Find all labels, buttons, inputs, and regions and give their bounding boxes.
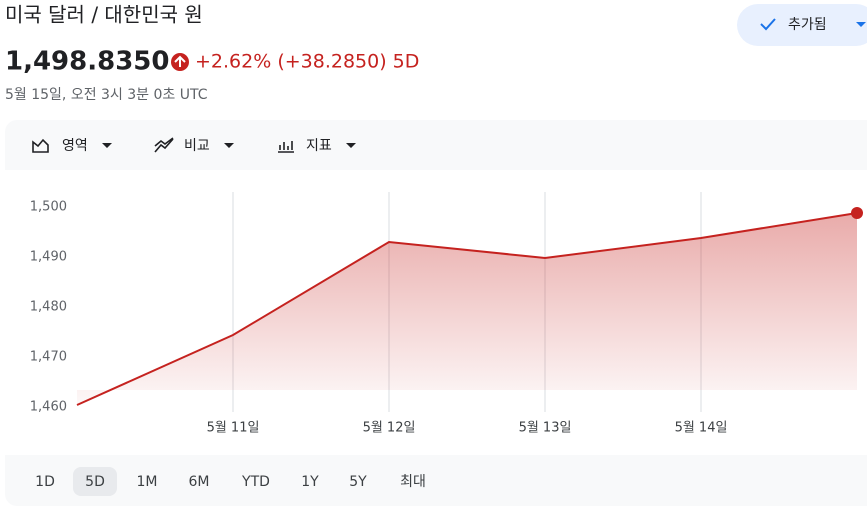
x-tick-label: 5월 14일 — [675, 421, 728, 436]
indicator-icon — [278, 141, 294, 153]
last-point — [851, 207, 863, 219]
added-button[interactable] — [737, 4, 867, 46]
price: 1,498.8350 — [5, 47, 169, 77]
range-button[interactable]: 1M — [137, 474, 158, 490]
y-tick-label: 1,500 — [30, 200, 67, 215]
up-arrow — [174, 55, 186, 67]
change: +2.62% (+38.2850) 5D — [195, 51, 419, 73]
y-tick-label: 1,460 — [30, 400, 67, 415]
toolbar-item[interactable]: 영역 — [62, 138, 88, 154]
range-button[interactable]: 5Y — [349, 474, 367, 490]
dropdown-icon — [856, 22, 866, 27]
range-button[interactable]: 1Y — [301, 474, 319, 490]
range-button[interactable]: 6M — [189, 474, 210, 490]
range-button[interactable]: 최대 — [400, 474, 426, 490]
check-icon — [760, 18, 776, 31]
x-tick-label: 5월 11일 — [207, 421, 260, 436]
added-label: 추가됨 — [788, 17, 827, 33]
toolbar-item[interactable]: 비교 — [184, 138, 210, 154]
price-line — [76, 212, 858, 406]
range-button[interactable]: YTD — [241, 474, 270, 490]
dropdown-icons — [102, 143, 356, 148]
y-tick-label: 1,470 — [30, 350, 67, 365]
range-button[interactable]: 5D — [85, 474, 105, 490]
x-tick-label: 5월 12일 — [363, 421, 416, 436]
title: 미국 달러 / 대한민국 원 — [5, 3, 203, 27]
compare-icon — [154, 137, 174, 153]
y-tick-label: 1,490 — [30, 250, 67, 265]
x-tick-label: 5월 13일 — [519, 421, 572, 436]
range-button[interactable]: 1D — [35, 474, 55, 490]
toolbar-item[interactable]: 지표 — [306, 138, 332, 154]
timestamp: 5월 15일, 오전 3시 3분 0초 UTC — [5, 87, 208, 103]
area-icon — [32, 138, 49, 153]
area-fill — [77, 213, 857, 405]
y-tick-label: 1,480 — [30, 300, 67, 315]
range-selected — [73, 467, 117, 496]
toolbar — [32, 137, 356, 153]
